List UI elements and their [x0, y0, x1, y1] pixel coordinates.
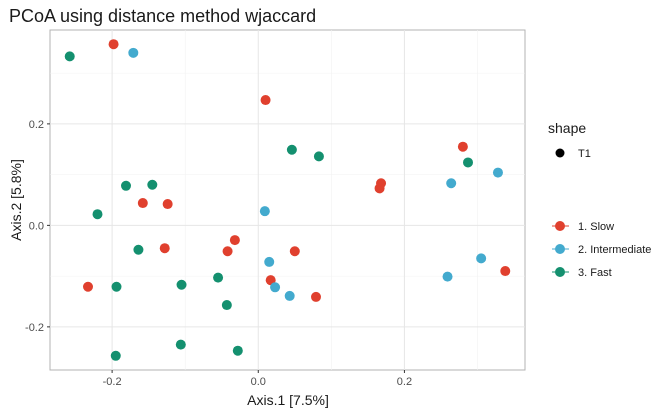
point-1-slow [222, 246, 233, 257]
point-3-fast [463, 157, 473, 168]
legend-key-2-intermediate [555, 244, 565, 254]
point-3-fast [64, 51, 75, 62]
point-3-fast [92, 209, 103, 220]
x-tick-label: -0.2 [103, 376, 122, 388]
legend-label-1-slow: 1. Slow [578, 221, 614, 233]
point-3-fast [121, 180, 131, 191]
point-3-fast [221, 300, 232, 311]
x-axis-title: Axis.1 [7.5%] [247, 392, 329, 408]
plot-panel [49, 29, 526, 371]
point-1-slow [159, 243, 170, 254]
point-2-intermediate [128, 47, 139, 58]
legend-key-1-slow [555, 221, 565, 231]
point-3-fast [110, 350, 121, 361]
point-2-intermediate [284, 290, 295, 301]
point-3-fast [213, 272, 224, 283]
point-2-intermediate [264, 256, 275, 267]
point-1-slow [162, 199, 173, 210]
legend-label-3-fast: 3. Fast [578, 267, 612, 279]
point-1-slow [108, 39, 119, 50]
legend-key-3-fast [555, 267, 565, 277]
y-axis-ticks: -0.2 0.0 0.2 [25, 119, 50, 334]
point-3-fast [111, 281, 122, 292]
point-3-fast [133, 244, 144, 255]
point-3-fast [175, 339, 186, 350]
data-points [64, 39, 511, 361]
point-2-intermediate [259, 206, 270, 217]
point-3-fast [313, 151, 324, 162]
point-1-slow [311, 291, 321, 302]
legend-shape-key [555, 148, 565, 158]
x-tick-label: 0.0 [251, 376, 266, 388]
point-2-intermediate [492, 167, 503, 178]
x-axis-ticks: -0.2 0.0 0.2 [103, 370, 412, 388]
y-axis-title: Axis.2 [5.8%] [8, 159, 24, 241]
y-tick-label: 0.0 [29, 220, 44, 232]
point-1-slow [457, 141, 468, 152]
grid-lines [50, 30, 525, 370]
legend-shape-title: shape [548, 120, 586, 136]
point-2-intermediate [442, 271, 453, 282]
point-2-intermediate [476, 253, 487, 264]
point-3-fast [147, 179, 158, 190]
legend-shape: shape T1 [548, 120, 591, 160]
y-tick-label: 0.2 [29, 119, 44, 131]
x-tick-label: 0.2 [397, 376, 412, 388]
legend-label-2-intermediate: 2. Intermediate [578, 244, 651, 256]
point-2-intermediate [446, 178, 457, 189]
point-1-slow [289, 246, 300, 257]
point-3-fast [286, 144, 297, 155]
point-1-slow [260, 95, 271, 106]
point-2-intermediate [270, 282, 281, 293]
point-1-slow [374, 183, 385, 194]
y-tick-label: -0.2 [25, 322, 44, 334]
legend-shape-label: T1 [578, 148, 591, 160]
point-3-fast [232, 345, 243, 356]
chart-title: PCoA using distance method wjaccard [9, 6, 316, 26]
legend-color: 1. Slow 2. Intermediate 3. Fast [552, 221, 651, 279]
point-1-slow [500, 266, 511, 277]
point-1-slow [83, 281, 93, 292]
point-1-slow [229, 235, 240, 246]
point-1-slow [137, 198, 148, 209]
point-3-fast [176, 279, 187, 290]
